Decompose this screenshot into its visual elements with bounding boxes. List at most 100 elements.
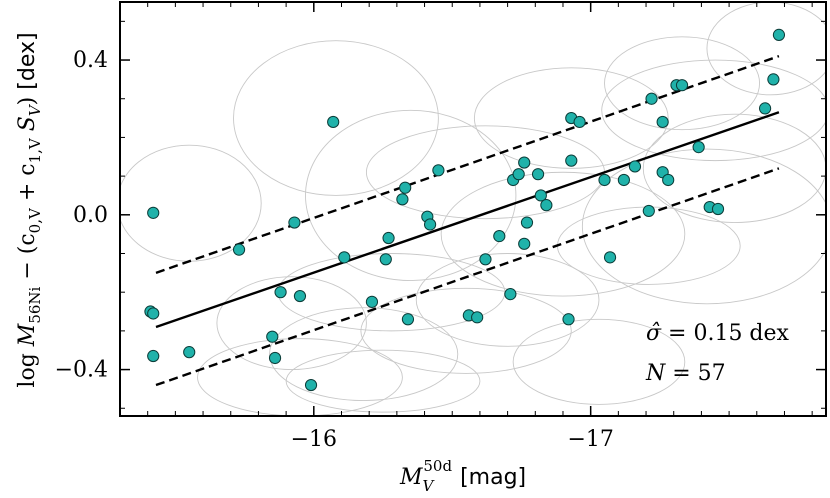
data-point <box>598 173 611 187</box>
data-point <box>266 330 279 343</box>
uncertainty-ellipse <box>706 2 826 96</box>
uncertainty-ellipse <box>512 318 686 405</box>
data-point <box>772 28 786 41</box>
data-point <box>711 202 725 216</box>
data-point <box>147 307 160 320</box>
y-label-s-sub: V <box>26 103 44 116</box>
upper-scatter-line <box>155 55 780 274</box>
y-axis-label: log M56Ni − (c0,V + c1,V SV) [dex] <box>15 32 46 387</box>
uncertainty-ellipse <box>216 276 367 371</box>
data-point <box>423 218 437 231</box>
uncertainty-ellipse <box>285 349 481 413</box>
uncertainty-ellipse <box>601 59 826 162</box>
data-point <box>518 156 531 169</box>
data-point <box>758 102 772 115</box>
y-label-m: M <box>15 323 40 347</box>
y-label-rest: − (c <box>15 233 40 279</box>
data-point <box>520 216 534 229</box>
x-tick-label: −17 <box>567 427 613 452</box>
data-point <box>531 168 545 181</box>
data-point <box>327 115 340 129</box>
data-point <box>232 243 246 256</box>
y-label-s: S <box>15 116 40 131</box>
data-point <box>504 288 517 301</box>
uncertainty-ellipse <box>269 307 459 401</box>
data-point <box>399 181 412 194</box>
sigma-annotation: σ̂ = 0.15 dex <box>646 321 790 346</box>
data-point <box>767 73 780 86</box>
data-point <box>365 295 379 308</box>
y-label-plus: + c <box>15 163 40 201</box>
y-tick-label: 0.0 <box>73 203 108 228</box>
data-point <box>617 173 630 187</box>
data-point <box>268 351 282 365</box>
data-point <box>565 154 578 167</box>
uncertainty-ellipse <box>197 338 403 416</box>
data-point <box>479 253 492 266</box>
data-point <box>147 349 160 363</box>
plot-frame <box>119 1 827 417</box>
data-point <box>183 346 196 359</box>
data-point <box>642 204 655 218</box>
data-point <box>540 199 553 212</box>
uncertainty-ellipse <box>360 287 572 374</box>
uncertainty-ellipse <box>415 253 600 347</box>
y-label-m-sub: 56Ni <box>26 286 44 323</box>
x-axis-label: MV 50d [mag] <box>399 457 526 495</box>
n-value: = 57 <box>665 361 725 386</box>
data-point <box>534 189 547 202</box>
data-point <box>675 79 689 92</box>
data-point <box>382 231 395 245</box>
point-layer <box>144 28 786 392</box>
x-tick-label: −16 <box>291 427 337 452</box>
y-label-c0-sub: 0,V <box>26 207 44 233</box>
data-point <box>338 251 351 264</box>
fit-line <box>155 111 780 329</box>
y-tick-label: 0.4 <box>73 48 108 73</box>
x-label-sub: V <box>423 477 436 495</box>
data-point <box>512 168 525 181</box>
y-tick-label: −0.4 <box>55 358 108 383</box>
x-label-sup: 50d <box>423 457 452 475</box>
x-label-unit: [mag] <box>460 465 526 490</box>
data-point <box>274 286 287 299</box>
data-point <box>656 115 669 129</box>
line-layer <box>155 55 780 387</box>
data-point <box>432 164 445 177</box>
data-point <box>288 216 301 229</box>
data-point <box>471 311 484 324</box>
uncertainty-ellipse <box>604 36 761 131</box>
data-point <box>401 313 415 326</box>
n-symbol: N <box>645 361 666 386</box>
uncertainty-ellipse <box>642 113 826 223</box>
data-point <box>304 378 318 392</box>
data-point <box>293 289 307 303</box>
uncertainty-ellipse <box>233 40 439 196</box>
n-annotation: N = 57 <box>645 361 726 386</box>
data-point <box>645 92 658 105</box>
uncertainty-ellipse <box>556 206 741 285</box>
uncertainty-ellipse <box>581 148 826 305</box>
y-label-unit: [dex] <box>15 32 40 89</box>
y-label-log: log <box>15 353 40 387</box>
x-label-main: M <box>399 465 423 490</box>
data-point <box>573 115 586 129</box>
data-point <box>692 140 705 154</box>
lower-scatter-line <box>155 167 780 387</box>
uncertainty-ellipse <box>440 171 686 297</box>
data-point <box>662 173 675 187</box>
y-label-close: ) <box>15 97 40 106</box>
sigma-value: = 0.15 dex <box>661 321 790 346</box>
tick-layer: −16 −17 0.4 0.0 −0.4 <box>55 2 826 452</box>
data-point <box>628 160 642 173</box>
data-point <box>518 237 531 250</box>
data-point <box>562 313 575 326</box>
sigma-symbol: σ̂ <box>646 321 662 346</box>
y-label-c1-sub: 1,V <box>26 137 44 163</box>
data-point <box>603 251 617 264</box>
data-point <box>493 229 506 243</box>
uncertainty-ellipse <box>305 109 517 282</box>
uncertainty-ellipse <box>473 67 669 169</box>
data-point <box>396 193 409 206</box>
